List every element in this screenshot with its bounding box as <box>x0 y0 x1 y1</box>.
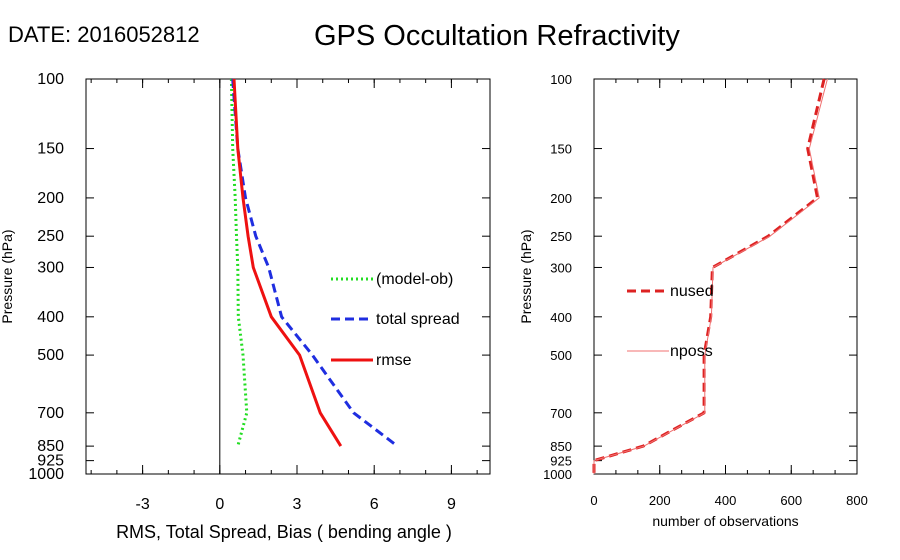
series-line-nused <box>592 78 826 474</box>
legend-label: rmse <box>376 352 412 369</box>
x-axis-label: RMS, Total Spread, Bias ( bending angle … <box>116 522 452 542</box>
series-line-rmse <box>232 78 343 447</box>
y-tick-label: 925 <box>37 453 64 470</box>
y-axis-label: Pressure (hPa) <box>0 229 15 323</box>
date-label: DATE: 2016052812 <box>8 22 200 47</box>
y-tick-label: 250 <box>550 229 572 244</box>
x-tick-label: 0 <box>590 493 597 508</box>
y-tick-label: 400 <box>550 310 572 325</box>
chart-title: GPS Occultation Refractivity <box>314 20 680 52</box>
legend-label: total spread <box>376 311 460 328</box>
y-tick-label: 100 <box>550 72 572 87</box>
y-tick-label: 1000 <box>543 467 572 482</box>
series-line-totalspread <box>231 78 399 448</box>
y-tick-label: 200 <box>550 191 572 206</box>
x-tick-label: 600 <box>780 493 802 508</box>
plot-frame <box>85 78 491 475</box>
y-tick-label: 250 <box>37 228 64 245</box>
series-line-nposs <box>593 78 828 474</box>
x-tick-label: 800 <box>846 493 868 508</box>
x-tick-label: 400 <box>715 493 737 508</box>
y-tick-label: 300 <box>37 259 64 276</box>
y-tick-label: 300 <box>550 260 572 275</box>
y-tick-label: 1000 <box>28 466 64 483</box>
y-tick-label: 850 <box>37 438 64 455</box>
x-tick-label: 3 <box>293 496 302 513</box>
y-axis-label: Pressure (hPa) <box>518 229 534 323</box>
y-tick-label: 150 <box>37 141 64 158</box>
y-tick-label: 200 <box>37 190 64 207</box>
x-axis-label: number of observations <box>652 513 798 529</box>
legend-label: nused <box>670 283 714 300</box>
legend-label: nposs <box>670 343 713 360</box>
y-tick-label: 100 <box>37 71 64 88</box>
y-tick-label: 700 <box>550 406 572 421</box>
y-tick-label: 500 <box>37 347 64 364</box>
plot-frame <box>593 78 858 475</box>
x-tick-label: 6 <box>370 496 379 513</box>
x-tick-label: 9 <box>447 496 456 513</box>
x-tick-label: 0 <box>215 496 224 513</box>
y-tick-label: 700 <box>37 405 64 422</box>
y-tick-label: 925 <box>550 454 572 469</box>
y-tick-label: 400 <box>37 309 64 326</box>
y-tick-label: 500 <box>550 348 572 363</box>
y-tick-label: 150 <box>550 142 572 157</box>
y-tick-label: 850 <box>550 439 572 454</box>
legend-label: (model-ob) <box>376 271 453 288</box>
series-line-modelob <box>229 78 249 447</box>
x-tick-label: -3 <box>135 496 149 513</box>
x-tick-label: 200 <box>649 493 671 508</box>
